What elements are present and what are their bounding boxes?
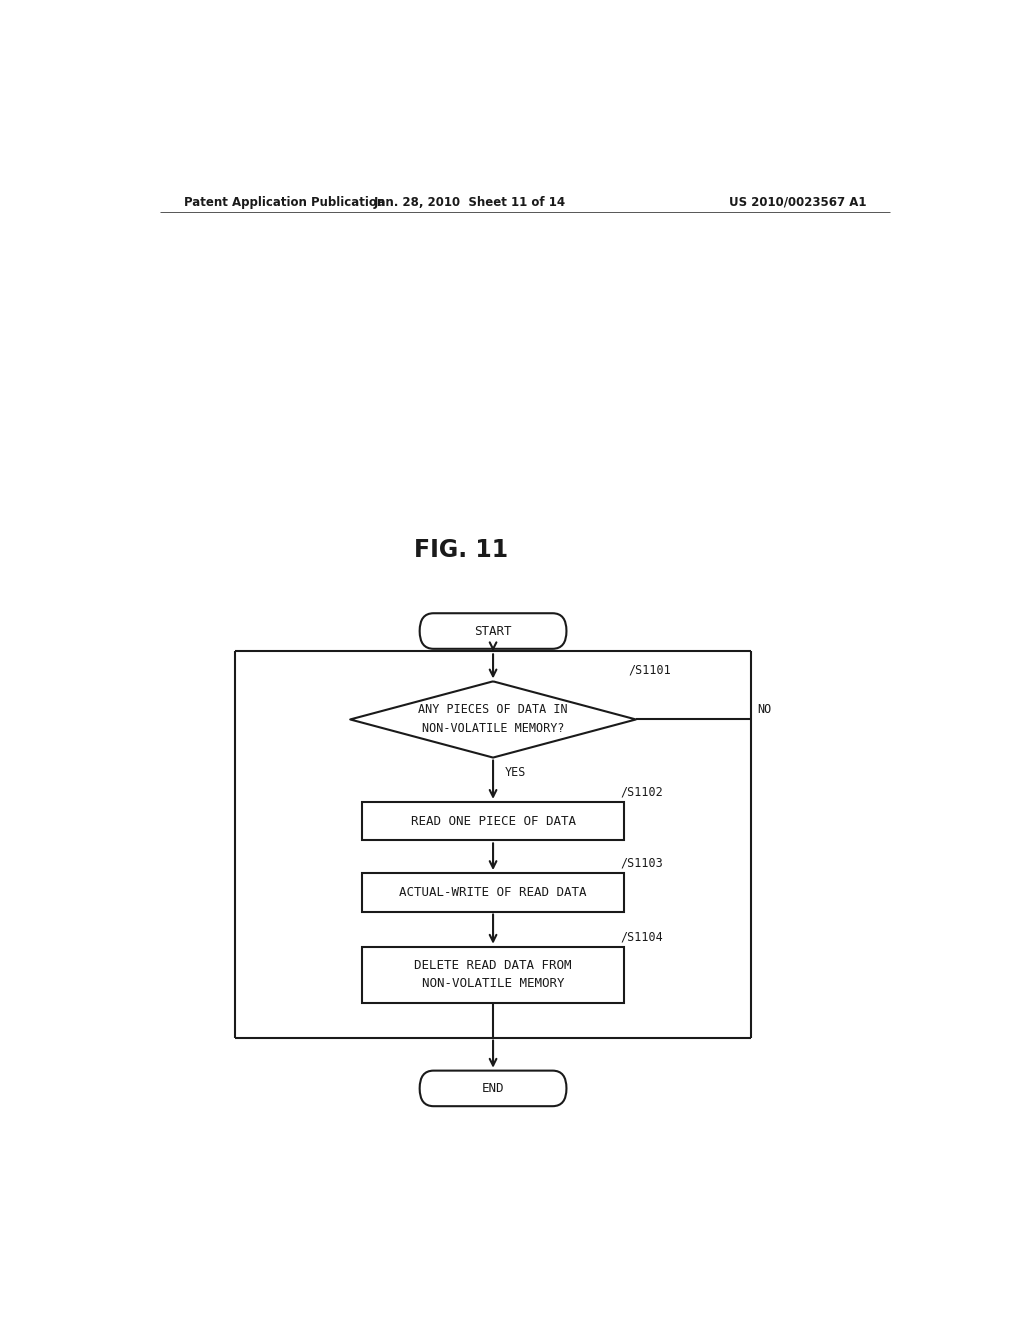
Text: Jan. 28, 2010  Sheet 11 of 14: Jan. 28, 2010 Sheet 11 of 14 [373,195,565,209]
Text: /S1101: /S1101 [628,663,671,676]
Text: US 2010/0023567 A1: US 2010/0023567 A1 [728,195,866,209]
FancyBboxPatch shape [420,1071,566,1106]
FancyBboxPatch shape [362,801,624,841]
Text: READ ONE PIECE OF DATA: READ ONE PIECE OF DATA [411,814,575,828]
Text: ANY PIECES OF DATA IN
NON-VOLATILE MEMORY?: ANY PIECES OF DATA IN NON-VOLATILE MEMOR… [418,704,568,735]
Text: END: END [482,1082,504,1094]
Text: DELETE READ DATA FROM
NON-VOLATILE MEMORY: DELETE READ DATA FROM NON-VOLATILE MEMOR… [415,960,571,990]
FancyBboxPatch shape [362,946,624,1002]
Text: YES: YES [505,766,526,779]
Text: NO: NO [758,702,771,715]
Text: FIG. 11: FIG. 11 [415,537,508,562]
Text: ACTUAL-WRITE OF READ DATA: ACTUAL-WRITE OF READ DATA [399,886,587,899]
Text: /S1104: /S1104 [620,931,663,944]
FancyBboxPatch shape [362,873,624,912]
Text: /S1102: /S1102 [620,785,663,799]
Text: Patent Application Publication: Patent Application Publication [183,195,385,209]
Text: /S1103: /S1103 [620,857,663,870]
Text: START: START [474,624,512,638]
FancyBboxPatch shape [420,614,566,649]
